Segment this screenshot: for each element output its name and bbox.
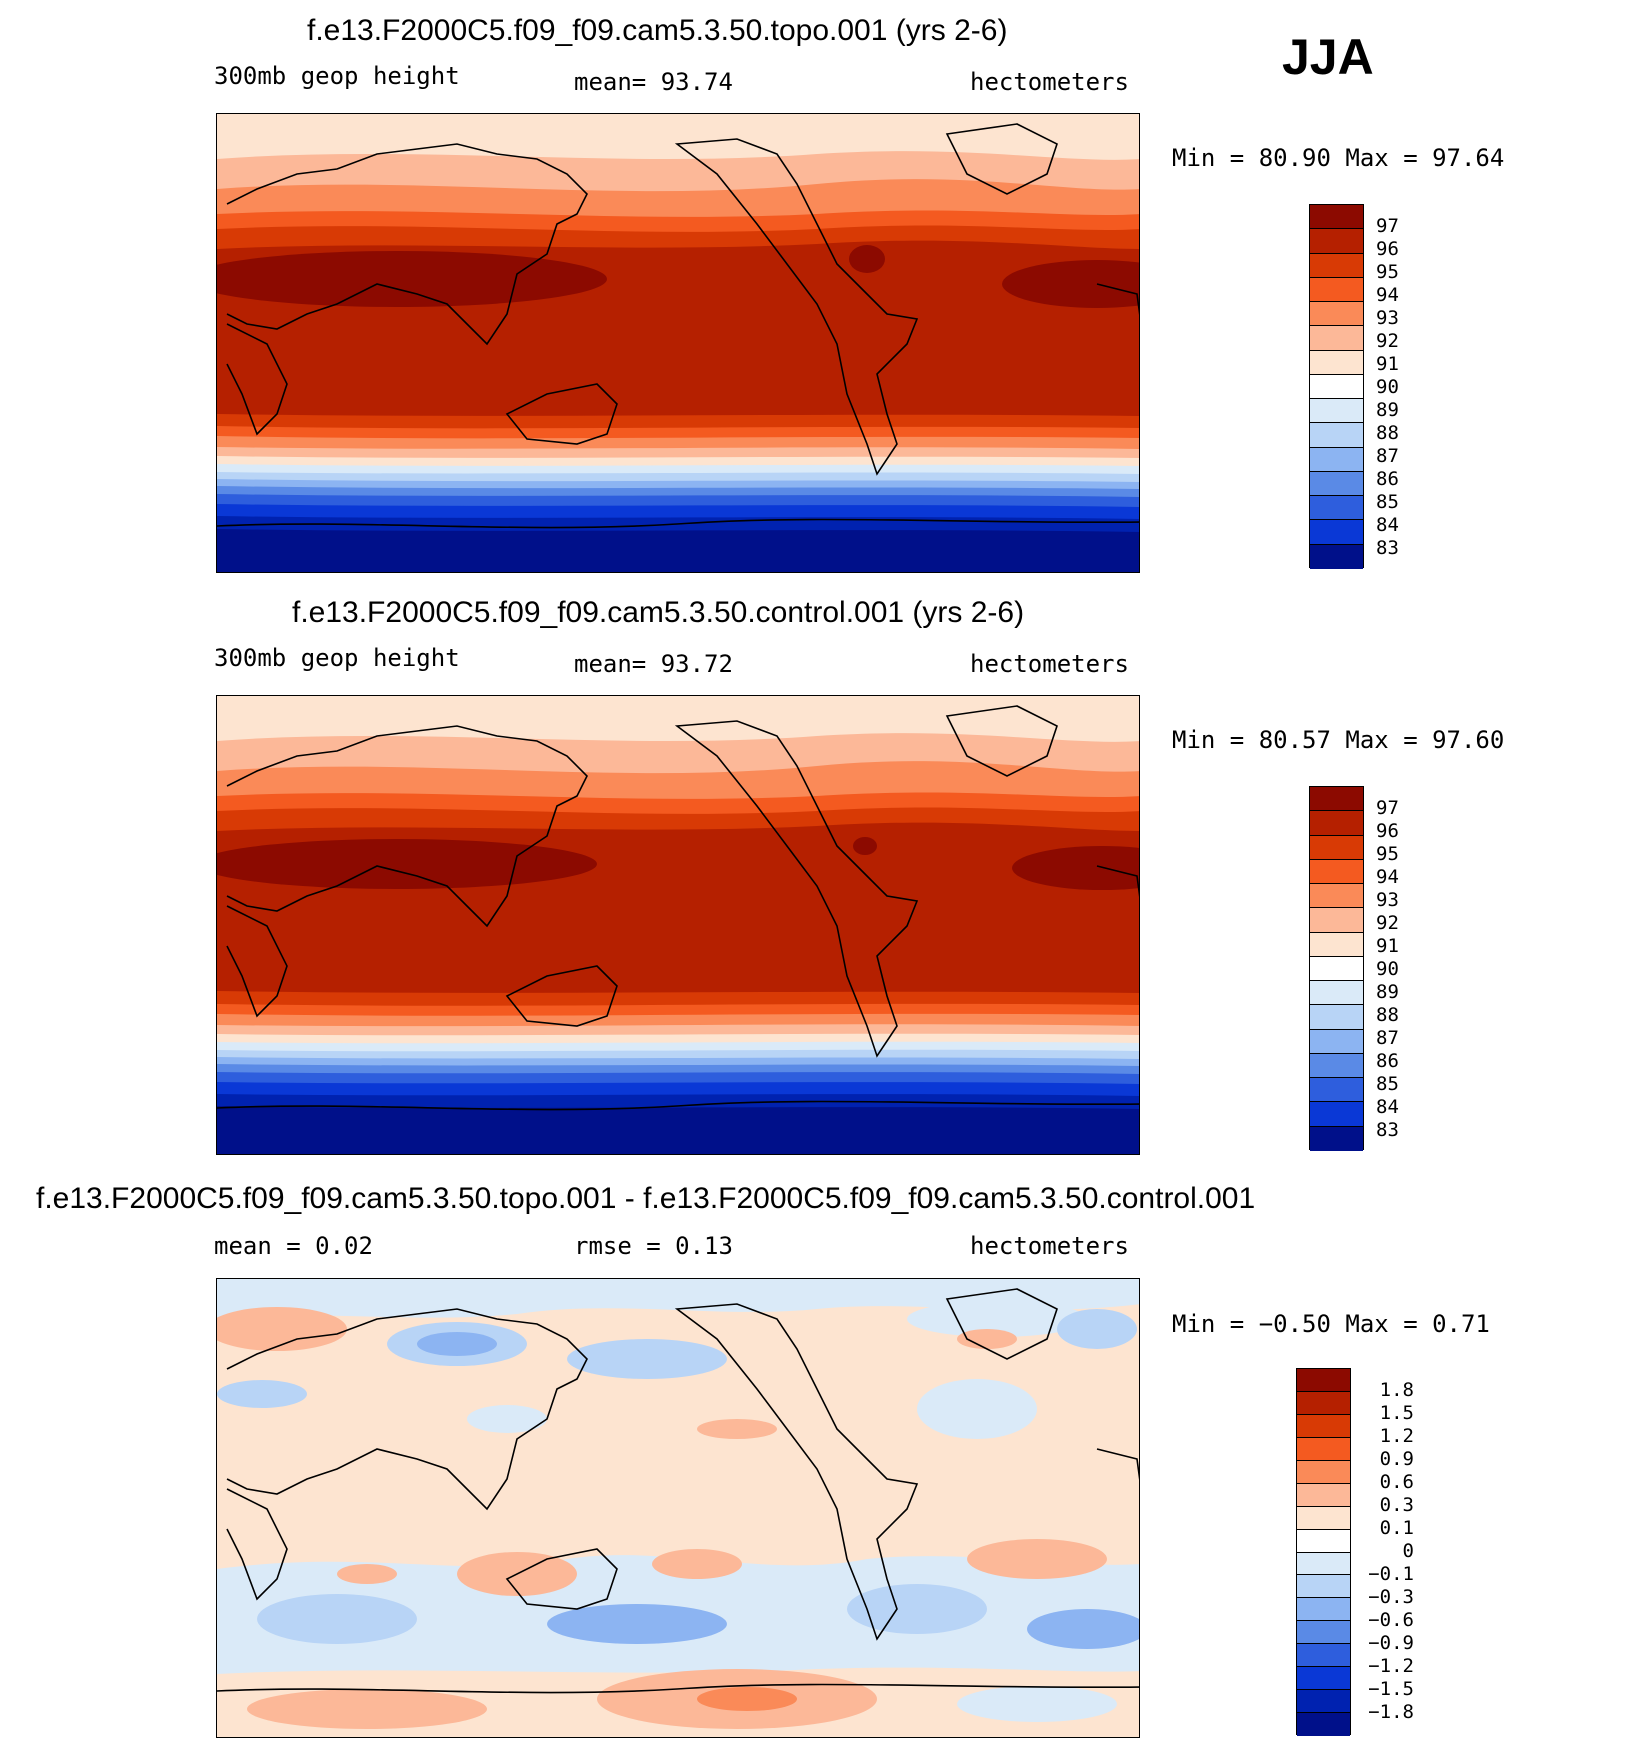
colorbar-label: 94	[1376, 284, 1399, 306]
panel-2-minmax: Min = 80.57 Max = 97.60	[1172, 726, 1505, 754]
colorbar-label: 88	[1376, 422, 1399, 444]
colorbar-label: 90	[1376, 376, 1399, 398]
colorbar-label: −1.8	[1368, 1701, 1414, 1723]
colorbar-label: 0.3	[1379, 1494, 1414, 1516]
colorbar-label: 92	[1376, 330, 1399, 352]
colorbar-label: −0.1	[1368, 1563, 1414, 1585]
panel-2-units: hectometers	[970, 650, 1129, 678]
panel-3-rmse: rmse = 0.13	[574, 1232, 733, 1260]
colorbar-label: −0.9	[1368, 1632, 1414, 1654]
colorbar-label: 0.9	[1379, 1448, 1414, 1470]
panel-2-map	[216, 695, 1140, 1155]
colorbar-label: 86	[1376, 1050, 1399, 1072]
panel-2-coastlines	[217, 705, 1139, 1111]
panel-1-mean: mean= 93.74	[574, 68, 733, 96]
panel-1-variable: 300mb geop height	[214, 62, 460, 90]
colorbar-label: −1.2	[1368, 1655, 1414, 1677]
colorbar-label: 91	[1376, 935, 1399, 957]
colorbar-label: 95	[1376, 261, 1399, 283]
colorbar-label: 0	[1402, 1540, 1414, 1562]
colorbar-label: 85	[1376, 1073, 1399, 1095]
panel-1-colorbar	[1309, 204, 1364, 569]
panel-3-mean: mean = 0.02	[214, 1232, 373, 1260]
colorbar-label: 90	[1376, 958, 1399, 980]
panel-1-title: f.e13.F2000C5.f09_f09.cam5.3.50.topo.001…	[307, 14, 1008, 47]
panel-1-units: hectometers	[970, 68, 1129, 96]
colorbar-label: 89	[1376, 981, 1399, 1003]
colorbar-label: −0.3	[1368, 1586, 1414, 1608]
panel-2-mean: mean= 93.72	[574, 650, 733, 678]
colorbar-label: 0.1	[1379, 1517, 1414, 1539]
colorbar-label: 84	[1376, 1096, 1399, 1118]
colorbar-label: 1.2	[1379, 1425, 1414, 1447]
colorbar-label: 89	[1376, 399, 1399, 421]
colorbar-label: 87	[1376, 445, 1399, 467]
panel-1-coastlines	[217, 123, 1139, 529]
colorbar-label: 1.5	[1379, 1402, 1414, 1424]
panel-2-field	[217, 696, 1139, 1154]
colorbar-label: 85	[1376, 491, 1399, 513]
panel-2-colorbar	[1309, 786, 1364, 1151]
colorbar-label: 87	[1376, 1027, 1399, 1049]
colorbar-label: 83	[1376, 1119, 1399, 1141]
panel-3-title: f.e13.F2000C5.f09_f09.cam5.3.50.topo.001…	[36, 1182, 1256, 1215]
panel-3-map	[216, 1278, 1140, 1738]
colorbar-label: 96	[1376, 238, 1399, 260]
colorbar-label: 92	[1376, 912, 1399, 934]
panel-3-minmax: Min = −0.50 Max = 0.71	[1172, 1310, 1490, 1338]
panel-1-map	[216, 113, 1140, 573]
panel-3-units: hectometers	[970, 1232, 1129, 1260]
colorbar-label: −0.6	[1368, 1609, 1414, 1631]
colorbar-label: 93	[1376, 307, 1399, 329]
colorbar-label: 97	[1376, 215, 1399, 237]
colorbar-label: 0.6	[1379, 1471, 1414, 1493]
colorbar-label: 93	[1376, 889, 1399, 911]
colorbar-label: −1.5	[1368, 1678, 1414, 1700]
colorbar-label: 86	[1376, 468, 1399, 490]
colorbar-label: 95	[1376, 843, 1399, 865]
panel-2-variable: 300mb geop height	[214, 644, 460, 672]
panel-1-minmax: Min = 80.90 Max = 97.64	[1172, 144, 1505, 172]
colorbar-label: 84	[1376, 514, 1399, 536]
colorbar-label: 1.8	[1379, 1379, 1414, 1401]
panel-3-coastlines	[217, 1288, 1139, 1694]
colorbar-label: 94	[1376, 866, 1399, 888]
panel-3-colorbar	[1296, 1368, 1351, 1736]
season-label: JJA	[1282, 29, 1374, 85]
colorbar-label: 91	[1376, 353, 1399, 375]
colorbar-label: 97	[1376, 797, 1399, 819]
colorbar-label: 96	[1376, 820, 1399, 842]
panel-2-title: f.e13.F2000C5.f09_f09.cam5.3.50.control.…	[292, 596, 1025, 629]
colorbar-label: 83	[1376, 537, 1399, 559]
panel-3-field	[217, 1279, 1139, 1737]
panel-1-field	[217, 114, 1139, 572]
colorbar-label: 88	[1376, 1004, 1399, 1026]
